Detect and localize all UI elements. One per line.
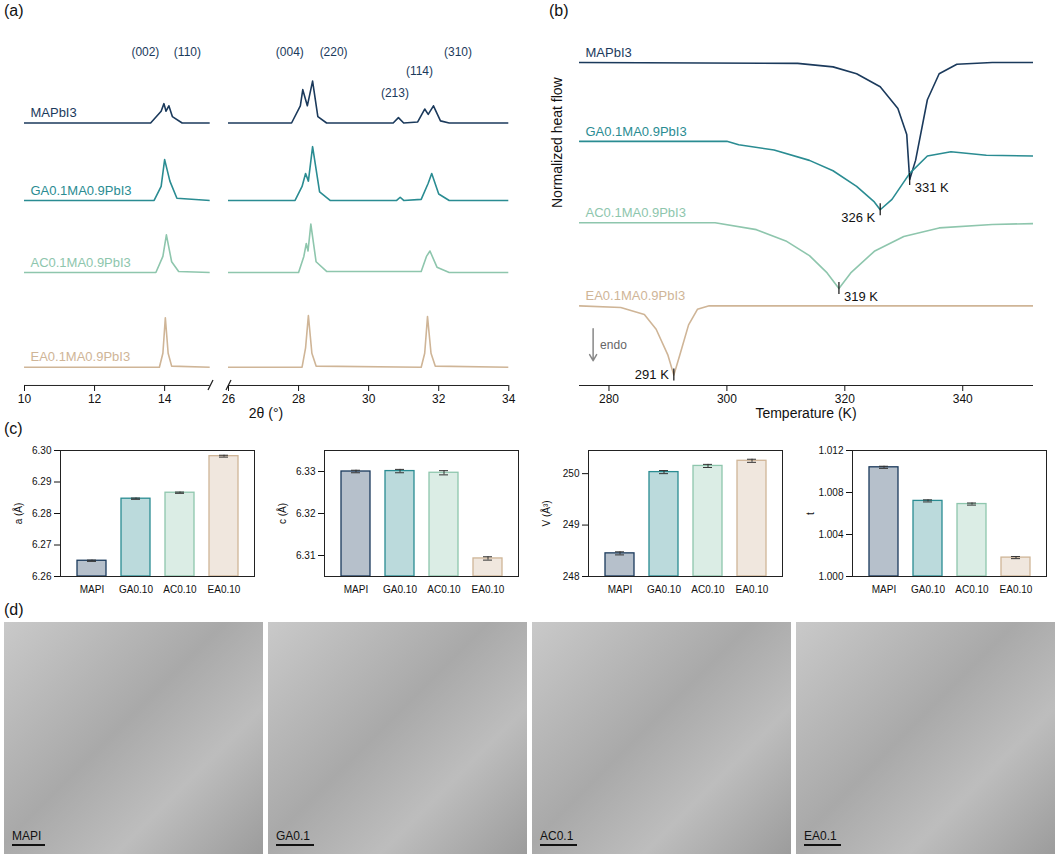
svg-text:1.008: 1.008	[818, 487, 843, 498]
html-text:(a): (a)	[4, 2, 24, 19]
svg-text:EA0.1MA0.9PbI3: EA0.1MA0.9PbI3	[586, 288, 686, 303]
svg-text:AC0.1MA0.9PbI3: AC0.1MA0.9PbI3	[31, 255, 131, 270]
svg-text:320: 320	[835, 392, 855, 406]
svg-text:12: 12	[88, 392, 102, 406]
svg-text:26: 26	[222, 392, 236, 406]
svg-text:14: 14	[158, 392, 172, 406]
svg-text:GA0.10: GA0.10	[119, 584, 153, 595]
svg-text:(220): (220)	[319, 45, 347, 59]
svg-text:AC0.10: AC0.10	[955, 584, 989, 595]
svg-text:6.26: 6.26	[32, 571, 52, 582]
svg-text:6.30: 6.30	[32, 445, 52, 456]
svg-text:c (Å): c (Å)	[276, 503, 288, 524]
svg-text:28: 28	[292, 392, 306, 406]
svg-text:291 K: 291 K	[635, 367, 669, 382]
svg-text:6.31: 6.31	[296, 550, 316, 561]
svg-text:MAPbI3: MAPbI3	[586, 45, 632, 60]
svg-text:248: 248	[563, 571, 580, 582]
html-text:(d): (d)	[4, 601, 24, 618]
svg-text:GA0.10: GA0.10	[383, 584, 417, 595]
html-text:Temperature (K): Temperature (K)	[755, 405, 857, 421]
svg-text:EA0.10: EA0.10	[1000, 584, 1033, 595]
svg-text:MAPI: MAPI	[80, 584, 104, 595]
svg-text:1.012: 1.012	[818, 445, 843, 456]
svg-text:1.000: 1.000	[818, 571, 843, 582]
svg-text:32: 32	[432, 392, 446, 406]
svg-text:GA0.1MA0.9PbI3: GA0.1MA0.9PbI3	[586, 123, 687, 138]
svg-text:endo: endo	[600, 338, 627, 352]
svg-text:t: t	[805, 512, 816, 515]
html-text:EA0.1: EA0.1	[804, 829, 837, 843]
svg-text:EA0.10: EA0.10	[472, 584, 505, 595]
svg-text:AC0.10: AC0.10	[427, 584, 461, 595]
svg-text:300: 300	[717, 392, 737, 406]
svg-text:(213): (213)	[381, 86, 409, 100]
svg-text:EA0.10: EA0.10	[208, 584, 241, 595]
svg-text:GA0.1MA0.9PbI3: GA0.1MA0.9PbI3	[31, 183, 132, 198]
svg-text:(114): (114)	[406, 64, 433, 78]
svg-text:249: 249	[563, 519, 580, 530]
svg-text:(002): (002)	[131, 45, 159, 59]
svg-text:1.004: 1.004	[818, 529, 843, 540]
svg-text:30: 30	[362, 392, 376, 406]
html-text:(b): (b)	[549, 2, 569, 19]
svg-text:AC0.10: AC0.10	[163, 584, 197, 595]
svg-text:331 K: 331 K	[915, 180, 949, 195]
svg-text:280: 280	[599, 392, 619, 406]
html-text:MAPI: MAPI	[12, 829, 42, 843]
html-text:(c): (c)	[4, 420, 23, 437]
svg-text:EA0.1MA0.9PbI3: EA0.1MA0.9PbI3	[31, 349, 131, 364]
svg-text:MAPI: MAPI	[344, 584, 368, 595]
svg-text:AC0.10: AC0.10	[691, 584, 725, 595]
svg-text:a (Å): a (Å)	[12, 503, 24, 525]
svg-text:(310): (310)	[444, 45, 472, 59]
svg-text:34: 34	[502, 392, 516, 406]
html-text:2θ (°): 2θ (°)	[248, 405, 284, 421]
svg-text:AC0.1MA0.9PbI3: AC0.1MA0.9PbI3	[586, 205, 686, 220]
svg-text:MAPbI3: MAPbI3	[31, 105, 77, 120]
svg-text:GA0.10: GA0.10	[911, 584, 945, 595]
svg-text:Normalized heat flow: Normalized heat flow	[549, 76, 565, 208]
svg-text:340: 340	[953, 392, 973, 406]
svg-text:GA0.10: GA0.10	[647, 584, 681, 595]
svg-text:6.33: 6.33	[296, 466, 316, 477]
html-text:GA0.1: GA0.1	[276, 829, 310, 843]
svg-text:V (Å³): V (Å³)	[540, 500, 552, 526]
svg-text:(004): (004)	[276, 45, 304, 59]
svg-text:MAPI: MAPI	[608, 584, 632, 595]
svg-text:250: 250	[563, 468, 580, 479]
svg-text:(110): (110)	[174, 45, 201, 59]
svg-text:319 K: 319 K	[844, 289, 878, 304]
svg-text:6.27: 6.27	[32, 539, 52, 550]
html-text:AC0.1: AC0.1	[540, 829, 574, 843]
svg-text:6.32: 6.32	[296, 508, 316, 519]
svg-text:MAPI: MAPI	[872, 584, 896, 595]
svg-text:326 K: 326 K	[841, 210, 875, 225]
svg-text:6.29: 6.29	[32, 476, 52, 487]
svg-text:10: 10	[18, 392, 32, 406]
svg-text:EA0.10: EA0.10	[736, 584, 769, 595]
svg-text:6.28: 6.28	[32, 508, 52, 519]
